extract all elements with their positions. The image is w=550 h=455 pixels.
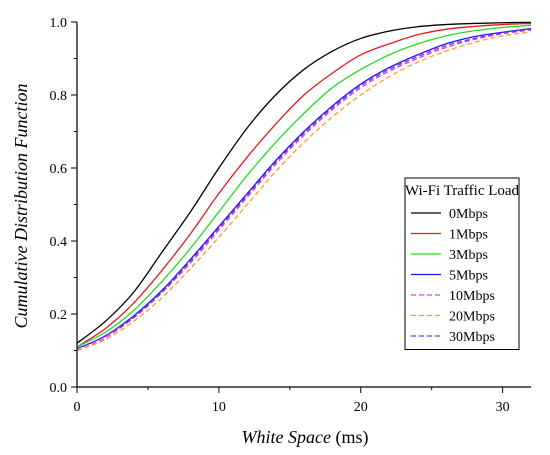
- x-axis-label: White Space (ms): [242, 427, 369, 448]
- x-tick-label: 20: [354, 400, 368, 415]
- x-axis-label-unit: (ms): [335, 427, 368, 448]
- y-tick-label: 0.6: [50, 162, 68, 177]
- y-tick-label: 1.0: [50, 16, 68, 31]
- x-axis-label-text: White Space: [242, 427, 331, 447]
- x-tick-label: 30: [496, 400, 510, 415]
- series-line-5mbps: [76, 27, 532, 350]
- legend: Wi-Fi Traffic Load 0Mbps 1Mbps 3Mbps 5Mbps 10…: [404, 177, 520, 350]
- series-line-20mbps: [76, 31, 532, 352]
- series-line-1mbps: [76, 22, 532, 348]
- legend-box: [404, 177, 520, 350]
- y-tick-label: 0.8: [50, 89, 68, 104]
- series-line-30mbps: [76, 28, 532, 350]
- legend-label-0mbps: 0Mbps: [449, 207, 488, 222]
- y-tick-label: 0.2: [50, 308, 68, 323]
- legend-label-5mbps: 5Mbps: [449, 269, 488, 284]
- y-axis-label: Cumulative Distribution Function: [11, 84, 31, 329]
- plot-area: [76, 21, 532, 352]
- y-tick-label: 0.0: [50, 381, 68, 396]
- x-tick-label: 10: [212, 400, 226, 415]
- legend-label-3mbps: 3Mbps: [449, 248, 488, 263]
- legend-label-20mbps: 20Mbps: [449, 310, 495, 325]
- legend-label-10mbps: 10Mbps: [449, 289, 495, 304]
- series-line-3mbps: [76, 24, 532, 348]
- x-tick-label: 0: [74, 400, 81, 415]
- legend-label-30mbps: 30Mbps: [449, 330, 495, 345]
- legend-label-1mbps: 1Mbps: [449, 228, 488, 243]
- y-tick-label: 0.4: [50, 235, 68, 250]
- legend-title: Wi-Fi Traffic Load: [405, 183, 520, 199]
- axes: 0 10 20 30 0.0 0.2 0.4 0.6 0.8 1.0: [50, 16, 531, 415]
- series-line-0mbps: [76, 21, 532, 344]
